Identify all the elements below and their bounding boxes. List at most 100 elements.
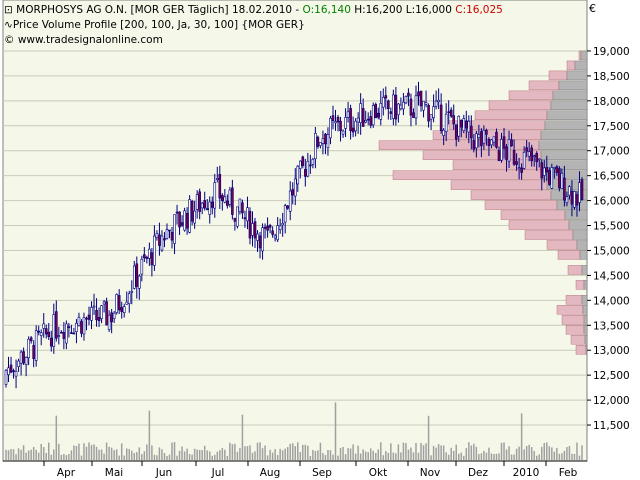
candle-body	[452, 115, 456, 125]
indicator-label: Price Volume Profile [200, 100, Ja, 30, …	[12, 19, 305, 31]
candle-body	[193, 210, 196, 224]
candle-body	[221, 194, 224, 201]
candle-body	[125, 301, 129, 305]
candle-body	[573, 191, 576, 208]
candle-body	[70, 332, 73, 334]
candle-body	[331, 115, 335, 121]
profile-bar-up	[470, 190, 552, 200]
source-label: © www.tradesignalonline.com	[4, 34, 163, 46]
candle-body	[150, 252, 154, 266]
candle-body	[92, 305, 96, 308]
candle-body	[19, 351, 23, 364]
candle-body	[578, 182, 581, 203]
candle-body	[291, 189, 295, 196]
candle-body	[85, 317, 88, 320]
candle-body	[487, 138, 491, 147]
candle-body	[135, 263, 139, 287]
profile-bar-up	[452, 160, 542, 170]
candle-body	[32, 345, 35, 360]
candle-body	[304, 169, 307, 177]
y-tick-label: 16,000	[593, 196, 630, 208]
profile-bar-down	[572, 230, 588, 240]
profile-bar-up	[508, 90, 554, 101]
profile-bar-down	[581, 295, 588, 305]
indicator-icon: ∿	[4, 19, 13, 31]
candle-body	[424, 102, 428, 105]
candle-body	[153, 235, 156, 266]
candle-body	[168, 229, 171, 232]
candle-body	[39, 332, 43, 336]
candle-body	[354, 120, 357, 132]
candle-body	[316, 136, 320, 147]
candle-body	[268, 225, 272, 228]
candle-body	[183, 210, 186, 231]
candle-body	[281, 223, 284, 226]
candle-body	[158, 234, 161, 246]
candle-body	[236, 206, 239, 227]
high-low-value: H:16,200 L:16,000	[354, 4, 452, 16]
candle-body	[472, 140, 476, 150]
profile-bar-down	[581, 265, 588, 275]
candle-body	[117, 295, 121, 311]
candle-body	[170, 232, 174, 241]
x-tick-label: Feb	[559, 467, 578, 479]
profile-bar-up	[561, 315, 585, 325]
candle-body	[288, 190, 292, 212]
profile-bar-up	[450, 180, 548, 190]
candle-body	[404, 96, 408, 104]
candle-body	[180, 222, 184, 226]
candle-body	[173, 214, 176, 244]
candle-body	[102, 301, 106, 305]
source-line: © www.tradesignalonline.com	[4, 33, 163, 47]
profile-bar-down	[574, 60, 588, 71]
candle-body	[427, 105, 430, 122]
profile-bar-down	[576, 240, 588, 250]
candle-body	[228, 189, 232, 205]
candle-body	[540, 162, 544, 179]
candle-body	[351, 127, 355, 133]
candle-body	[490, 139, 493, 146]
candle-body	[580, 179, 584, 200]
candle-body	[374, 103, 378, 119]
candle-body	[22, 351, 25, 364]
candle-body	[356, 117, 360, 123]
candle-body	[298, 160, 302, 169]
candle-body	[369, 116, 373, 126]
candle-body	[311, 158, 315, 165]
candle-body	[467, 120, 471, 133]
candle-body	[457, 115, 461, 137]
x-tick-label: Jun	[155, 467, 172, 479]
profile-bar-up	[378, 140, 540, 150]
candle-body	[271, 230, 274, 235]
candle-body	[283, 205, 287, 223]
candle-body	[497, 150, 501, 161]
candle-body	[321, 138, 325, 144]
candle-body	[241, 202, 244, 214]
x-tick-label: Sep	[312, 467, 332, 479]
profile-bar-up	[488, 100, 552, 111]
candle-body	[115, 294, 118, 313]
candle-body	[29, 337, 33, 342]
candle-body	[52, 314, 56, 347]
candle-body	[205, 208, 209, 210]
candle-body	[371, 105, 375, 126]
profile-bar-up	[508, 220, 570, 230]
candle-body	[402, 101, 405, 110]
y-tick-label: 12,000	[593, 395, 630, 407]
candle-body	[361, 108, 365, 127]
candle-body	[575, 194, 579, 206]
y-tick-label: 12,500	[593, 370, 630, 382]
y-tick-label: 18,500	[593, 71, 630, 83]
candle-body	[512, 150, 516, 165]
candle-body	[570, 190, 574, 205]
profile-bar-up	[524, 230, 574, 240]
y-tick-label: 15,000	[593, 245, 630, 257]
candle-body	[55, 311, 58, 339]
candle-body	[359, 103, 362, 123]
y-tick-label: 15,500	[593, 221, 630, 233]
candle-body	[243, 217, 247, 220]
profile-bar-down	[585, 345, 588, 355]
candle-body	[65, 323, 68, 344]
candle-body	[389, 111, 393, 114]
